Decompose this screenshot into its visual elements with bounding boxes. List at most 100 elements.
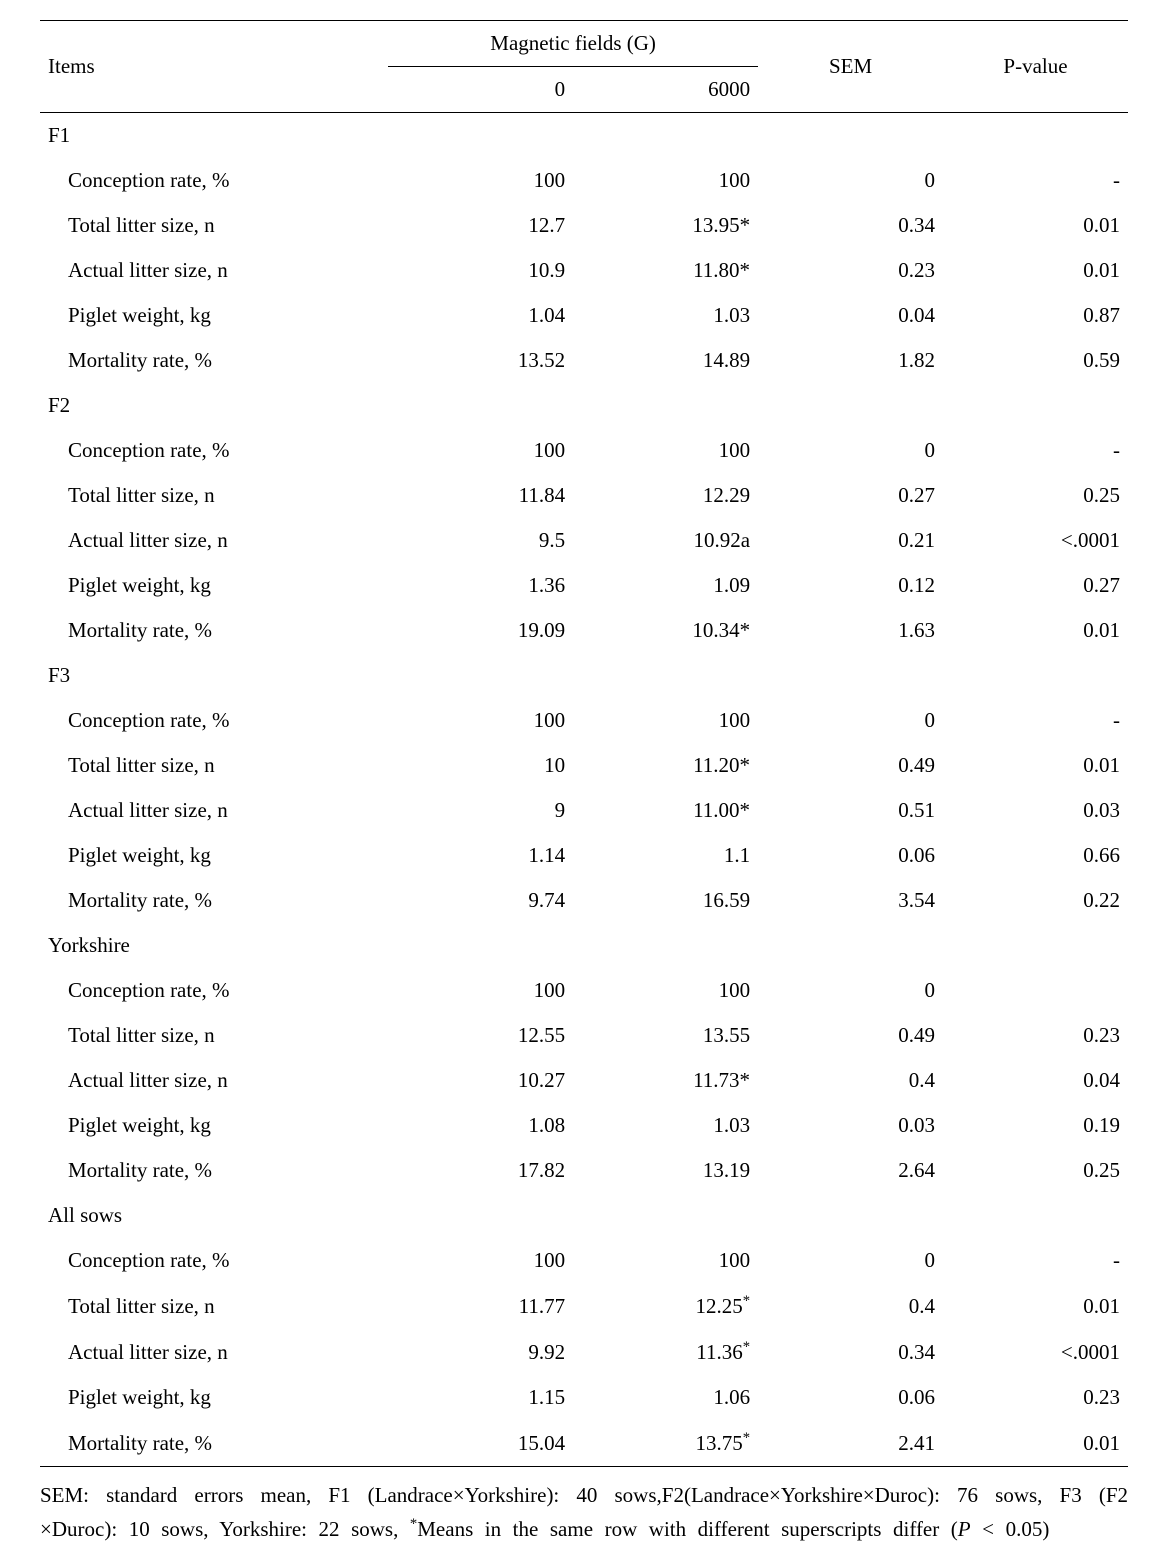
cell-mag-6000: 1.03 — [573, 293, 758, 338]
cell-mag-0: 10.9 — [388, 248, 573, 293]
cell-sem: 0.49 — [758, 1013, 943, 1058]
table-row: Actual litter size, n9.510.92a0.21<.0001 — [40, 518, 1128, 563]
cell-sem: 0 — [758, 428, 943, 473]
cell-sem: 0.12 — [758, 563, 943, 608]
cell-mag-0: 10 — [388, 743, 573, 788]
cell-pvalue: 0.01 — [943, 1283, 1128, 1329]
row-label: Actual litter size, n — [40, 1329, 388, 1375]
section-label: F3 — [40, 653, 1128, 698]
table-row: Piglet weight, kg1.151.060.060.23 — [40, 1375, 1128, 1420]
cell-mag-0: 100 — [388, 1238, 573, 1283]
col-items-header: Items — [40, 21, 388, 113]
cell-mag-0: 100 — [388, 428, 573, 473]
cell-sem: 0.49 — [758, 743, 943, 788]
cell-mag-0: 9.5 — [388, 518, 573, 563]
cell-mag-0: 100 — [388, 968, 573, 1013]
row-label: Actual litter size, n — [40, 248, 388, 293]
table-row: Total litter size, n11.7712.25*0.40.01 — [40, 1283, 1128, 1329]
cell-sem: 0.03 — [758, 1103, 943, 1148]
cell-mag-6000: 13.55 — [573, 1013, 758, 1058]
cell-pvalue: 0.01 — [943, 1420, 1128, 1467]
table-row: Total litter size, n12.713.95*0.340.01 — [40, 203, 1128, 248]
cell-sem: 0.23 — [758, 248, 943, 293]
cell-pvalue — [943, 968, 1128, 1013]
cell-pvalue: <.0001 — [943, 518, 1128, 563]
cell-sem: 0.27 — [758, 473, 943, 518]
row-label: Mortality rate, % — [40, 338, 388, 383]
row-label: Conception rate, % — [40, 428, 388, 473]
cell-mag-0: 1.36 — [388, 563, 573, 608]
table-row: Mortality rate, %9.7416.593.540.22 — [40, 878, 1128, 923]
table-row: Conception rate, %1001000- — [40, 1238, 1128, 1283]
cell-sem: 0.51 — [758, 788, 943, 833]
table-row: Piglet weight, kg1.141.10.060.66 — [40, 833, 1128, 878]
cell-sem: 0.4 — [758, 1283, 943, 1329]
row-label: Piglet weight, kg — [40, 1375, 388, 1420]
cell-pvalue: 0.01 — [943, 743, 1128, 788]
cell-mag-6000: 13.19 — [573, 1148, 758, 1193]
table-row: Total litter size, n11.8412.290.270.25 — [40, 473, 1128, 518]
cell-sem: 2.41 — [758, 1420, 943, 1467]
cell-sem: 3.54 — [758, 878, 943, 923]
cell-mag-6000: 12.29 — [573, 473, 758, 518]
row-label: Piglet weight, kg — [40, 833, 388, 878]
row-label: Total litter size, n — [40, 203, 388, 248]
table-row: Piglet weight, kg1.361.090.120.27 — [40, 563, 1128, 608]
cell-mag-6000: 1.03 — [573, 1103, 758, 1148]
cell-mag-6000: 13.75* — [573, 1420, 758, 1467]
cell-mag-6000: 1.09 — [573, 563, 758, 608]
row-label: Mortality rate, % — [40, 1148, 388, 1193]
cell-sem: 0 — [758, 968, 943, 1013]
cell-pvalue: 0.03 — [943, 788, 1128, 833]
cell-sem: 0.04 — [758, 293, 943, 338]
cell-mag-6000: 100 — [573, 1238, 758, 1283]
cell-mag-0: 15.04 — [388, 1420, 573, 1467]
row-label: Conception rate, % — [40, 968, 388, 1013]
cell-mag-6000: 100 — [573, 428, 758, 473]
cell-mag-0: 12.7 — [388, 203, 573, 248]
row-label: Actual litter size, n — [40, 518, 388, 563]
row-label: Conception rate, % — [40, 698, 388, 743]
table-row: Conception rate, %1001000- — [40, 428, 1128, 473]
table-row: Actual litter size, n10.2711.73*0.40.04 — [40, 1058, 1128, 1103]
table-row: Piglet weight, kg1.041.030.040.87 — [40, 293, 1128, 338]
row-label: Piglet weight, kg — [40, 563, 388, 608]
cell-mag-0: 11.84 — [388, 473, 573, 518]
cell-mag-6000: 11.00* — [573, 788, 758, 833]
cell-mag-0: 11.77 — [388, 1283, 573, 1329]
cell-sem: 2.64 — [758, 1148, 943, 1193]
cell-pvalue: 0.23 — [943, 1375, 1128, 1420]
cell-mag-6000: 14.89 — [573, 338, 758, 383]
cell-mag-0: 100 — [388, 698, 573, 743]
cell-sem: 0 — [758, 698, 943, 743]
cell-sem: 0.06 — [758, 1375, 943, 1420]
cell-pvalue: 0.25 — [943, 473, 1128, 518]
table-row: Conception rate, %1001000- — [40, 158, 1128, 203]
table-row: Mortality rate, %13.5214.891.820.59 — [40, 338, 1128, 383]
section-header: Yorkshire — [40, 923, 1128, 968]
cell-mag-6000: 1.06 — [573, 1375, 758, 1420]
section-header: F3 — [40, 653, 1128, 698]
cell-mag-0: 1.15 — [388, 1375, 573, 1420]
section-label: All sows — [40, 1193, 1128, 1238]
cell-mag-6000: 11.80* — [573, 248, 758, 293]
table-body: F1Conception rate, %1001000-Total litter… — [40, 113, 1128, 1467]
cell-sem: 0.4 — [758, 1058, 943, 1103]
col-sem-header: SEM — [758, 21, 943, 113]
cell-pvalue: <.0001 — [943, 1329, 1128, 1375]
cell-mag-6000: 11.73* — [573, 1058, 758, 1103]
table-row: Actual litter size, n9.9211.36*0.34<.000… — [40, 1329, 1128, 1375]
cell-mag-6000: 16.59 — [573, 878, 758, 923]
cell-pvalue: 0.04 — [943, 1058, 1128, 1103]
cell-pvalue: 0.59 — [943, 338, 1128, 383]
cell-mag-0: 12.55 — [388, 1013, 573, 1058]
cell-mag-6000: 12.25* — [573, 1283, 758, 1329]
cell-sem: 1.82 — [758, 338, 943, 383]
cell-sem: 0.34 — [758, 203, 943, 248]
cell-pvalue: 0.23 — [943, 1013, 1128, 1058]
row-label: Total litter size, n — [40, 1013, 388, 1058]
cell-pvalue: - — [943, 158, 1128, 203]
cell-mag-6000: 11.20* — [573, 743, 758, 788]
section-header: F1 — [40, 113, 1128, 159]
cell-mag-6000: 10.92a — [573, 518, 758, 563]
